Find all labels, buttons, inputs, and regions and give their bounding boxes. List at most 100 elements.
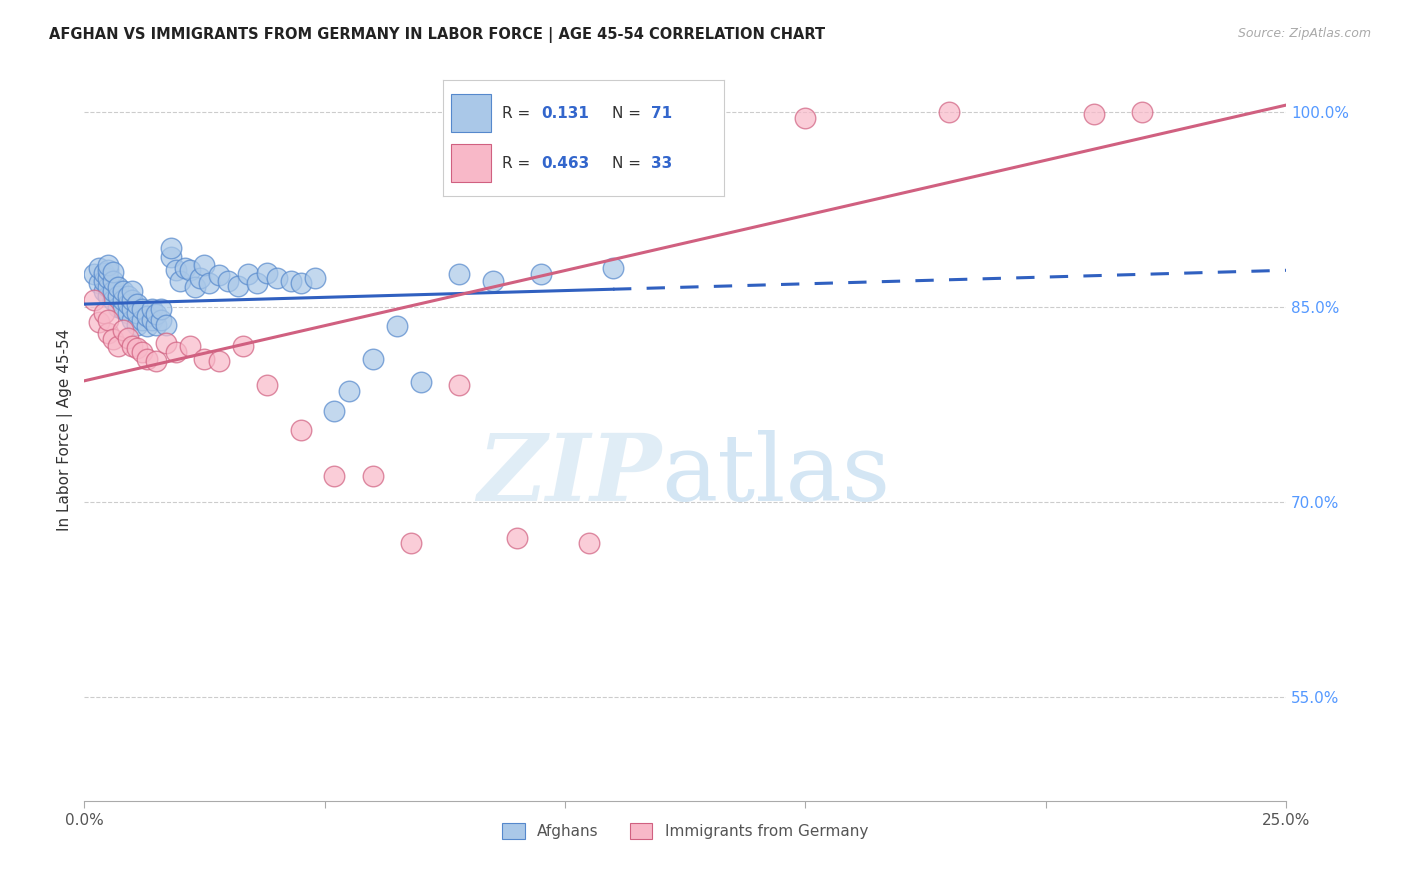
Point	[218, 274, 240, 288]
Point	[938, 104, 960, 119]
Point	[121, 284, 143, 298]
Point	[131, 312, 153, 326]
Point	[193, 258, 215, 272]
Point	[93, 306, 115, 320]
Point	[184, 280, 207, 294]
Point	[107, 339, 129, 353]
Point	[256, 377, 278, 392]
Point	[97, 258, 120, 272]
Point	[290, 423, 312, 437]
Point	[1130, 104, 1153, 119]
Point	[650, 156, 672, 170]
Point	[449, 267, 471, 281]
Point	[145, 308, 167, 322]
Y-axis label: In Labor Force | Age 45-54: In Labor Force | Age 45-54	[58, 329, 73, 532]
Point	[145, 354, 167, 368]
Point	[150, 302, 173, 317]
Point	[232, 339, 254, 353]
Point	[169, 274, 191, 288]
Point	[165, 345, 187, 359]
Point	[117, 289, 139, 303]
Point	[266, 271, 288, 285]
Point	[93, 266, 115, 280]
Point	[87, 260, 110, 275]
Point	[131, 345, 153, 359]
Point	[101, 284, 124, 298]
Point	[280, 274, 302, 288]
Point	[111, 293, 134, 308]
Point	[208, 268, 231, 283]
Text: 71: 71	[651, 106, 672, 120]
Point	[97, 312, 120, 326]
Point	[121, 293, 143, 308]
Point	[174, 260, 197, 275]
Point	[449, 377, 471, 392]
Point	[117, 331, 139, 345]
Point	[246, 277, 269, 291]
Point	[198, 277, 221, 291]
Text: R =: R =	[502, 106, 536, 120]
Text: N =: N =	[612, 106, 645, 120]
Point	[127, 297, 149, 311]
Point	[155, 336, 177, 351]
Legend: Afghans, Immigrants from Germany: Afghans, Immigrants from Germany	[496, 817, 875, 845]
Point	[409, 375, 432, 389]
Text: ZIP: ZIP	[477, 430, 661, 520]
Point	[101, 332, 124, 346]
Point	[165, 263, 187, 277]
Point	[107, 280, 129, 294]
Point	[323, 468, 346, 483]
Point	[107, 289, 129, 303]
Point	[127, 306, 149, 320]
Bar	[451, 144, 491, 182]
Point	[179, 339, 201, 353]
Point	[361, 468, 384, 483]
Point	[337, 384, 360, 399]
Point	[323, 403, 346, 417]
Text: atlas: atlas	[661, 430, 890, 520]
Point	[101, 293, 124, 308]
Point	[83, 267, 105, 281]
Point	[83, 293, 105, 308]
Point	[304, 271, 326, 285]
Point	[101, 264, 124, 278]
Point	[145, 318, 167, 332]
Point	[602, 260, 624, 275]
Point	[399, 536, 422, 550]
Point	[121, 312, 143, 326]
Text: N =: N =	[612, 156, 645, 170]
Text: AFGHAN VS IMMIGRANTS FROM GERMANY IN LABOR FORCE | AGE 45-54 CORRELATION CHART: AFGHAN VS IMMIGRANTS FROM GERMANY IN LAB…	[49, 27, 825, 43]
Text: 0.131: 0.131	[541, 106, 589, 120]
Point	[530, 267, 553, 281]
Point	[141, 302, 163, 317]
Point	[141, 312, 163, 326]
Point	[226, 278, 249, 293]
Point	[159, 250, 181, 264]
Point	[159, 241, 181, 255]
Point	[111, 323, 134, 337]
Point	[150, 312, 173, 326]
Point	[127, 341, 149, 355]
Point	[135, 309, 157, 323]
Point	[97, 263, 120, 277]
Point	[117, 297, 139, 311]
Text: 0.463: 0.463	[541, 156, 589, 170]
Point	[155, 318, 177, 332]
Point	[385, 319, 408, 334]
Point	[188, 271, 211, 285]
Point	[135, 319, 157, 334]
Point	[121, 339, 143, 353]
Point	[107, 300, 129, 314]
Point	[87, 315, 110, 329]
Point	[93, 274, 115, 288]
Point	[236, 267, 259, 281]
Text: 33: 33	[651, 156, 672, 170]
Point	[256, 266, 278, 280]
Point	[506, 531, 529, 545]
Point	[290, 277, 312, 291]
Point	[87, 277, 110, 291]
Point	[482, 274, 505, 288]
Text: Source: ZipAtlas.com: Source: ZipAtlas.com	[1237, 27, 1371, 40]
Point	[97, 326, 120, 340]
Point	[101, 274, 124, 288]
